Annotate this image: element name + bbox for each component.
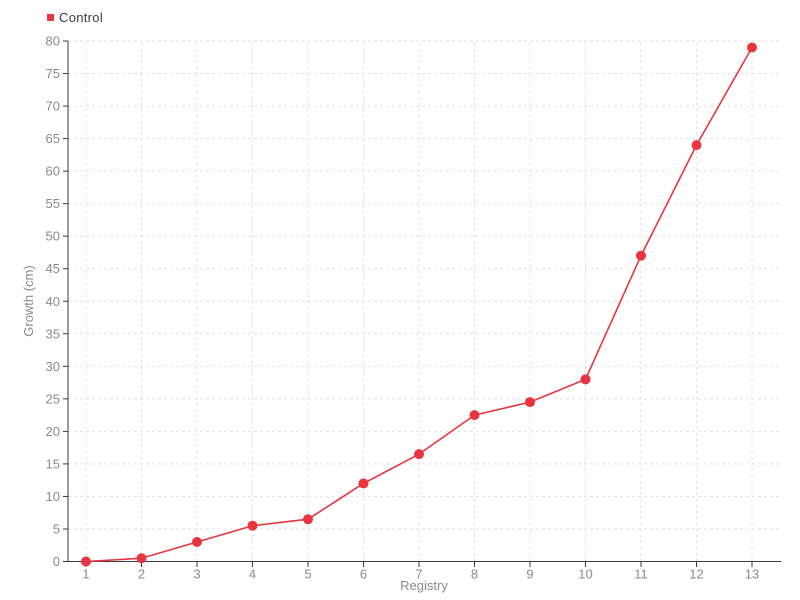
y-tick-label: 35 — [46, 326, 60, 341]
legend-marker-icon — [47, 14, 54, 21]
data-point — [636, 250, 646, 261]
y-tick-label: 55 — [46, 196, 60, 211]
y-tick-label: 25 — [46, 391, 60, 406]
data-point — [136, 553, 147, 564]
y-axis-title: Growth (cm) — [21, 265, 36, 337]
x-axis-title: Registry — [400, 578, 448, 593]
x-tick-label: 10 — [578, 567, 592, 582]
y-tick-label: 15 — [46, 456, 60, 471]
y-tick-label: 65 — [46, 131, 60, 146]
legend: Control — [47, 10, 103, 25]
x-tick-label: 1 — [82, 567, 89, 582]
x-tick-label: 2 — [138, 567, 145, 582]
data-point — [81, 556, 91, 567]
y-tick-label: 60 — [46, 164, 60, 179]
x-tick-label: 7 — [415, 567, 422, 582]
y-tick-label: 40 — [46, 294, 60, 309]
y-tick-label: 70 — [46, 99, 60, 114]
series-line — [85, 47, 753, 563]
data-point — [525, 397, 535, 408]
series-layer — [81, 42, 757, 567]
data-point — [358, 478, 369, 489]
y-tick-label: 5 — [53, 521, 60, 536]
y-tick-label: 50 — [46, 229, 60, 244]
data-point — [192, 536, 202, 547]
y-tick-label: 20 — [46, 424, 60, 439]
x-tick-label: 5 — [304, 567, 311, 582]
y-tick-label: 10 — [46, 489, 60, 504]
grid-layer — [68, 40, 781, 562]
data-point — [469, 410, 480, 421]
data-point — [303, 514, 313, 525]
y-tick-label: 45 — [46, 261, 60, 276]
y-tick-label: 30 — [46, 359, 60, 374]
x-tick-label: 12 — [689, 567, 703, 582]
legend-label: Control — [59, 10, 104, 25]
data-point — [691, 140, 702, 151]
x-tick-label: 13 — [745, 567, 759, 582]
data-point — [580, 374, 591, 385]
data-point — [247, 520, 258, 531]
x-tick-label: 6 — [360, 567, 367, 582]
data-point — [747, 42, 757, 53]
y-tick-label: 75 — [46, 66, 60, 81]
x-tick-label: 9 — [526, 567, 533, 582]
axes-layer — [63, 40, 781, 567]
x-tick-label: 4 — [249, 567, 256, 582]
x-tick-label: 8 — [471, 567, 478, 582]
y-tick-label: 80 — [46, 34, 60, 49]
data-point — [414, 449, 424, 460]
x-tick-label: 11 — [634, 567, 648, 582]
y-tick-label: 0 — [53, 554, 60, 569]
x-tick-label: 3 — [193, 567, 200, 582]
